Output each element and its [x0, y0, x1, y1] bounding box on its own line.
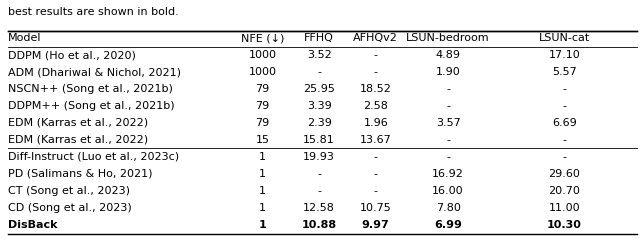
Text: 17.10: 17.10: [548, 50, 580, 60]
Text: 1: 1: [259, 152, 266, 162]
Text: LSUN-bedroom: LSUN-bedroom: [406, 33, 490, 43]
Text: 16.00: 16.00: [432, 186, 464, 196]
Text: 1000: 1000: [248, 50, 276, 60]
Text: 5.57: 5.57: [552, 67, 577, 77]
Text: 3.39: 3.39: [307, 101, 332, 111]
Text: 7.80: 7.80: [436, 203, 461, 213]
Text: -: -: [446, 84, 450, 94]
Text: -: -: [374, 67, 378, 77]
Text: -: -: [563, 152, 566, 162]
Text: -: -: [317, 186, 321, 196]
Text: 20.70: 20.70: [548, 186, 580, 196]
Text: 18.52: 18.52: [360, 84, 392, 94]
Text: CD (Song et al., 2023): CD (Song et al., 2023): [8, 203, 131, 213]
Text: EDM (Karras et al., 2022): EDM (Karras et al., 2022): [8, 118, 148, 128]
Text: -: -: [446, 101, 450, 111]
Text: -: -: [563, 84, 566, 94]
Text: 10.75: 10.75: [360, 203, 392, 213]
Text: -: -: [374, 152, 378, 162]
Text: 1: 1: [259, 220, 266, 230]
Text: AFHQv2: AFHQv2: [353, 33, 398, 43]
Text: -: -: [446, 135, 450, 145]
Text: DDPM (Ho et al., 2020): DDPM (Ho et al., 2020): [8, 50, 136, 60]
Text: PD (Salimans & Ho, 2021): PD (Salimans & Ho, 2021): [8, 169, 152, 179]
Text: 79: 79: [255, 101, 269, 111]
Text: 11.00: 11.00: [548, 203, 580, 213]
Text: DDPM++ (Song et al., 2021b): DDPM++ (Song et al., 2021b): [8, 101, 174, 111]
Text: 29.60: 29.60: [548, 169, 580, 179]
Text: CT (Song et al., 2023): CT (Song et al., 2023): [8, 186, 130, 196]
Text: 16.92: 16.92: [432, 169, 464, 179]
Text: DisBack: DisBack: [8, 220, 57, 230]
Text: NSCN++ (Song et al., 2021b): NSCN++ (Song et al., 2021b): [8, 84, 173, 94]
Text: -: -: [374, 186, 378, 196]
Text: 79: 79: [255, 84, 269, 94]
Text: 13.67: 13.67: [360, 135, 392, 145]
Text: 1.90: 1.90: [436, 67, 460, 77]
Text: 6.99: 6.99: [434, 220, 462, 230]
Text: 1: 1: [259, 169, 266, 179]
Text: 3.57: 3.57: [436, 118, 460, 128]
Text: 1: 1: [259, 203, 266, 213]
Text: ADM (Dhariwal & Nichol, 2021): ADM (Dhariwal & Nichol, 2021): [8, 67, 180, 77]
Text: Model: Model: [8, 33, 41, 43]
Text: -: -: [317, 67, 321, 77]
Text: Diff-Instruct (Luo et al., 2023c): Diff-Instruct (Luo et al., 2023c): [8, 152, 179, 162]
Text: 15: 15: [255, 135, 269, 145]
Text: 1: 1: [259, 186, 266, 196]
Text: FFHQ: FFHQ: [304, 33, 334, 43]
Text: best results are shown in bold.: best results are shown in bold.: [8, 7, 179, 17]
Text: 1000: 1000: [248, 67, 276, 77]
Text: 4.89: 4.89: [436, 50, 461, 60]
Text: -: -: [563, 135, 566, 145]
Text: 25.95: 25.95: [303, 84, 335, 94]
Text: 2.39: 2.39: [307, 118, 332, 128]
Text: 1.96: 1.96: [364, 118, 388, 128]
Text: LSUN-cat: LSUN-cat: [539, 33, 590, 43]
Text: 9.97: 9.97: [362, 220, 390, 230]
Text: EDM (Karras et al., 2022): EDM (Karras et al., 2022): [8, 135, 148, 145]
Text: 12.58: 12.58: [303, 203, 335, 213]
Text: 10.30: 10.30: [547, 220, 582, 230]
Text: 19.93: 19.93: [303, 152, 335, 162]
Text: -: -: [446, 152, 450, 162]
Text: 6.69: 6.69: [552, 118, 577, 128]
Text: 79: 79: [255, 118, 269, 128]
Text: 3.52: 3.52: [307, 50, 332, 60]
Text: 15.81: 15.81: [303, 135, 335, 145]
Text: 10.88: 10.88: [301, 220, 337, 230]
Text: -: -: [563, 101, 566, 111]
Text: NFE (↓): NFE (↓): [241, 33, 284, 43]
Text: -: -: [317, 169, 321, 179]
Text: 2.58: 2.58: [364, 101, 388, 111]
Text: -: -: [374, 169, 378, 179]
Text: -: -: [374, 50, 378, 60]
